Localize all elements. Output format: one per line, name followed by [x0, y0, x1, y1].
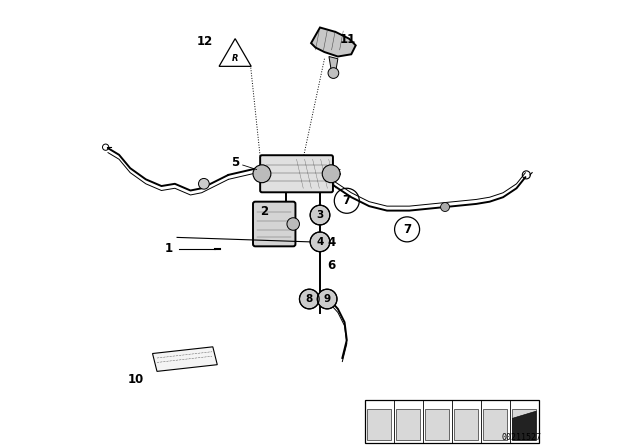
Bar: [426, 409, 449, 440]
Circle shape: [300, 289, 319, 309]
Text: 6: 6: [327, 258, 335, 271]
Bar: [365, 401, 539, 443]
Text: 9: 9: [324, 294, 331, 304]
Text: 00211527: 00211527: [501, 433, 541, 442]
Bar: [513, 409, 536, 440]
Circle shape: [287, 218, 300, 230]
Text: 10: 10: [127, 373, 143, 386]
Bar: [396, 409, 420, 440]
Circle shape: [322, 165, 340, 183]
Text: 7: 7: [434, 401, 440, 411]
Text: 8: 8: [404, 401, 412, 411]
Text: 12: 12: [196, 35, 213, 48]
Text: 8: 8: [306, 294, 313, 304]
Text: 9: 9: [376, 401, 383, 411]
Text: 5: 5: [231, 156, 239, 169]
Polygon shape: [152, 347, 217, 371]
Text: 1: 1: [164, 242, 173, 255]
Circle shape: [317, 289, 337, 309]
Text: 7: 7: [403, 223, 411, 236]
FancyBboxPatch shape: [260, 155, 333, 192]
Polygon shape: [311, 27, 356, 56]
Text: 3: 3: [492, 401, 499, 411]
Circle shape: [310, 205, 330, 225]
Circle shape: [310, 232, 330, 252]
Text: 11: 11: [340, 34, 356, 47]
Bar: [454, 409, 478, 440]
Text: 4: 4: [463, 401, 470, 411]
Circle shape: [198, 178, 209, 189]
Polygon shape: [513, 411, 536, 440]
Text: 2: 2: [260, 206, 268, 219]
Text: 7: 7: [343, 194, 351, 207]
Bar: [483, 409, 507, 440]
Text: 4: 4: [327, 236, 335, 249]
Text: 3: 3: [316, 210, 324, 220]
FancyBboxPatch shape: [253, 202, 296, 246]
Circle shape: [440, 202, 449, 211]
Text: 4: 4: [316, 237, 324, 247]
Bar: [367, 409, 391, 440]
Circle shape: [253, 165, 271, 183]
Polygon shape: [329, 56, 338, 72]
Text: R: R: [232, 54, 238, 63]
Circle shape: [328, 68, 339, 78]
